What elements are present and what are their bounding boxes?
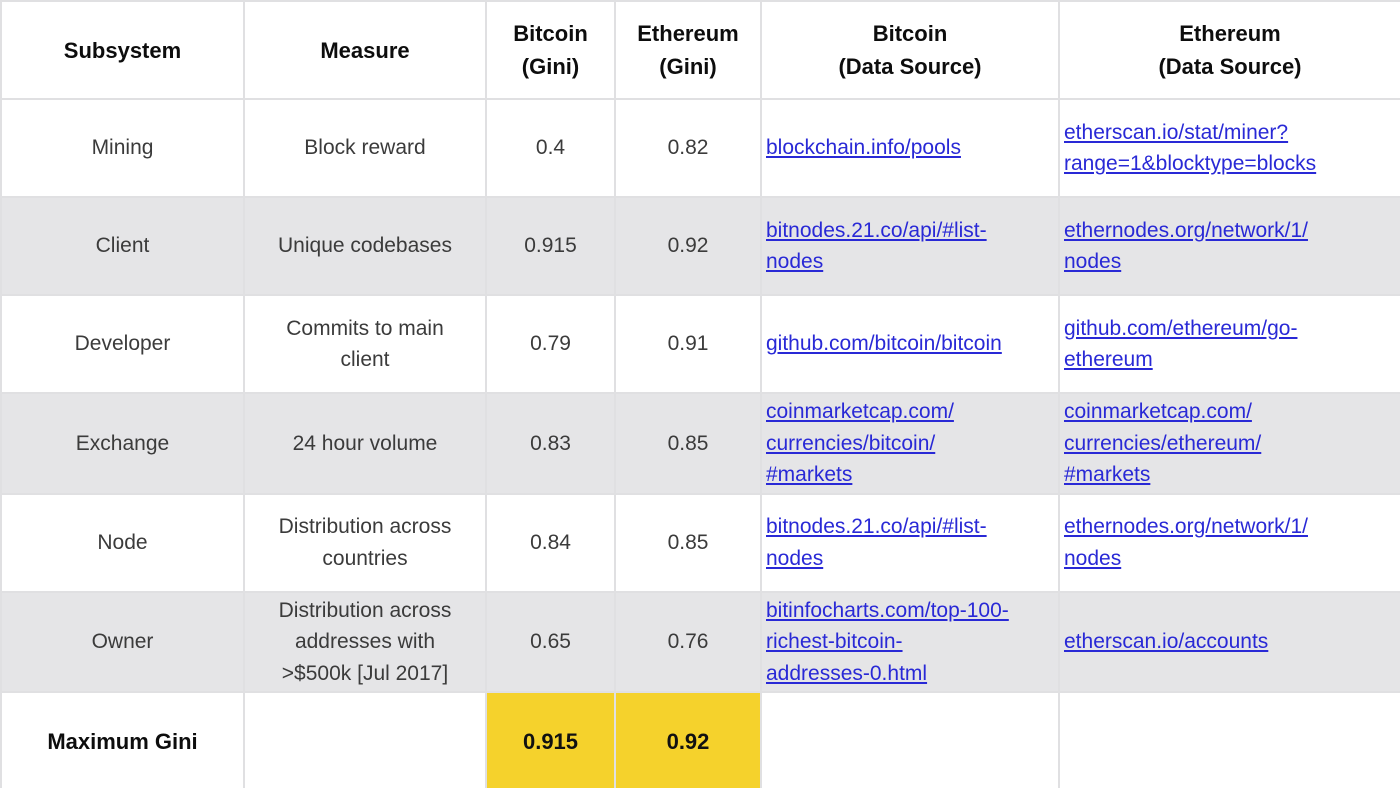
bitcoin-source-link[interactable]: bitnodes.21.co/api/#list- nodes [766,515,987,570]
col-header-bitcoin-gini: Bitcoin (Gini) [485,0,616,100]
cell-subsystem: Developer [0,294,245,394]
cell-bitcoin-source-empty [760,691,1060,788]
cell-ethereum-gini: 0.76 [614,590,762,693]
cell-measure: Commits to main client [243,294,487,394]
col-header-measure: Measure [243,0,487,100]
cell-bitcoin-gini: 0.915 [485,196,616,296]
col-header-ethereum-gini: Ethereum (Gini) [614,0,762,100]
cell-ethereum-source: etherscan.io/accounts [1058,590,1400,693]
cell-subsystem: Owner [0,590,245,693]
col-header-ethereum-source: Ethereum (Data Source) [1058,0,1400,100]
cell-bitcoin-source: blockchain.info/pools [760,98,1060,198]
table-row-client: Client Unique codebases 0.915 0.92 bitno… [0,196,1400,296]
ethereum-source-link[interactable]: ethernodes.org/network/1/ nodes [1064,218,1308,274]
cell-bitcoin-gini: 0.83 [485,392,616,495]
bitcoin-source-link[interactable]: github.com/bitcoin/bitcoin [766,332,1002,356]
cell-ethereum-gini: 0.92 [614,196,762,296]
header-row: Subsystem Measure Bitcoin (Gini) Ethereu… [0,0,1400,100]
bitcoin-source-link[interactable]: coinmarketcap.com/ currencies/bitcoin/ #… [766,400,954,486]
ethereum-source-link[interactable]: etherscan.io/accounts [1064,630,1269,653]
table-row-exchange: Exchange 24 hour volume 0.83 0.85 coinma… [0,392,1400,495]
cell-ethereum-gini: 0.82 [614,98,762,198]
cell-measure-empty [243,691,487,788]
cell-measure: Block reward [243,98,487,198]
cell-ethereum-source: github.com/ethereum/go- ethereum [1058,294,1400,394]
cell-bitcoin-source: bitinfocharts.com/top-100- richest-bitco… [760,590,1060,693]
cell-measure: 24 hour volume [243,392,487,495]
table-row-mining: Mining Block reward 0.4 0.82 blockchain.… [0,98,1400,198]
cell-bitcoin-source: github.com/bitcoin/bitcoin [760,294,1060,394]
cell-bitcoin-gini: 0.84 [485,492,616,593]
cell-measure: Distribution across countries [243,492,487,593]
maximum-gini-label: Maximum Gini [0,691,245,788]
ethereum-source-link[interactable]: github.com/ethereum/go- ethereum [1064,316,1298,372]
cell-subsystem: Exchange [0,392,245,495]
cell-bitcoin-source: bitnodes.21.co/api/#list- nodes [760,196,1060,296]
ethereum-source-link[interactable]: ethernodes.org/network/1/ nodes [1064,515,1308,570]
table-row-maximum-gini: Maximum Gini 0.915 0.92 [0,691,1400,788]
cell-ethereum-gini: 0.91 [614,294,762,394]
bitcoin-source-link[interactable]: bitnodes.21.co/api/#list- nodes [766,218,987,274]
cell-measure: Unique codebases [243,196,487,296]
cell-ethereum-source: coinmarketcap.com/ currencies/ethereum/ … [1058,392,1400,495]
cell-subsystem: Client [0,196,245,296]
cell-ethereum-source-empty [1058,691,1400,788]
table-row-node: Node Distribution across countries 0.84 … [0,492,1400,593]
col-header-bitcoin-source: Bitcoin (Data Source) [760,0,1060,100]
cell-bitcoin-source: coinmarketcap.com/ currencies/bitcoin/ #… [760,392,1060,495]
cell-subsystem: Node [0,492,245,593]
cell-ethereum-source: ethernodes.org/network/1/ nodes [1058,196,1400,296]
cell-bitcoin-gini: 0.4 [485,98,616,198]
cell-measure: Distribution across addresses with >$500… [243,590,487,693]
cell-bitcoin-gini: 0.79 [485,294,616,394]
bitcoin-source-link[interactable]: bitinfocharts.com/top-100- richest-bitco… [766,598,1009,685]
maximum-gini-ethereum-value: 0.92 [614,691,762,788]
ethereum-source-link[interactable]: coinmarketcap.com/ currencies/ethereum/ … [1064,400,1262,486]
cell-ethereum-gini: 0.85 [614,392,762,495]
cell-ethereum-source: etherscan.io/stat/miner? range=1&blockty… [1058,98,1400,198]
ethereum-source-link[interactable]: etherscan.io/stat/miner? range=1&blockty… [1064,120,1317,176]
table-row-owner: Owner Distribution across addresses with… [0,590,1400,693]
maximum-gini-bitcoin-value: 0.915 [485,691,616,788]
cell-ethereum-gini: 0.85 [614,492,762,593]
bitcoin-source-link[interactable]: blockchain.info/pools [766,136,961,160]
table-row-developer: Developer Commits to main client 0.79 0.… [0,294,1400,394]
cell-subsystem: Mining [0,98,245,198]
cell-ethereum-source: ethernodes.org/network/1/ nodes [1058,492,1400,593]
col-header-subsystem: Subsystem [0,0,245,100]
cell-bitcoin-gini: 0.65 [485,590,616,693]
cell-bitcoin-source: bitnodes.21.co/api/#list- nodes [760,492,1060,593]
